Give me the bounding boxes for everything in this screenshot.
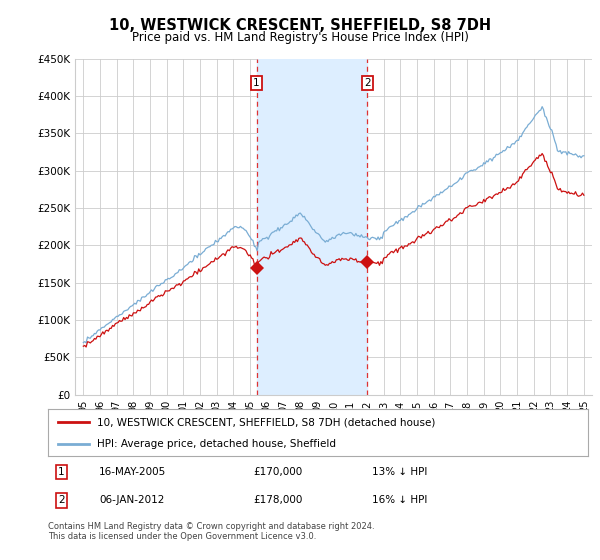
- Text: Contains HM Land Registry data © Crown copyright and database right 2024.
This d: Contains HM Land Registry data © Crown c…: [48, 522, 374, 542]
- Text: HPI: Average price, detached house, Sheffield: HPI: Average price, detached house, Shef…: [97, 439, 335, 449]
- Text: £178,000: £178,000: [253, 496, 302, 505]
- Text: 10, WESTWICK CRESCENT, SHEFFIELD, S8 7DH: 10, WESTWICK CRESCENT, SHEFFIELD, S8 7DH: [109, 18, 491, 33]
- Text: 2: 2: [364, 78, 371, 88]
- Text: 16% ↓ HPI: 16% ↓ HPI: [372, 496, 427, 505]
- Text: 16-MAY-2005: 16-MAY-2005: [100, 467, 167, 477]
- Text: 1: 1: [253, 78, 260, 88]
- Text: 10, WESTWICK CRESCENT, SHEFFIELD, S8 7DH (detached house): 10, WESTWICK CRESCENT, SHEFFIELD, S8 7DH…: [97, 417, 435, 427]
- Text: 1: 1: [58, 467, 65, 477]
- Text: 13% ↓ HPI: 13% ↓ HPI: [372, 467, 427, 477]
- Text: 06-JAN-2012: 06-JAN-2012: [100, 496, 164, 505]
- Text: 2: 2: [58, 496, 65, 505]
- Text: £170,000: £170,000: [253, 467, 302, 477]
- Bar: [257, 59, 367, 395]
- Text: Price paid vs. HM Land Registry's House Price Index (HPI): Price paid vs. HM Land Registry's House …: [131, 31, 469, 44]
